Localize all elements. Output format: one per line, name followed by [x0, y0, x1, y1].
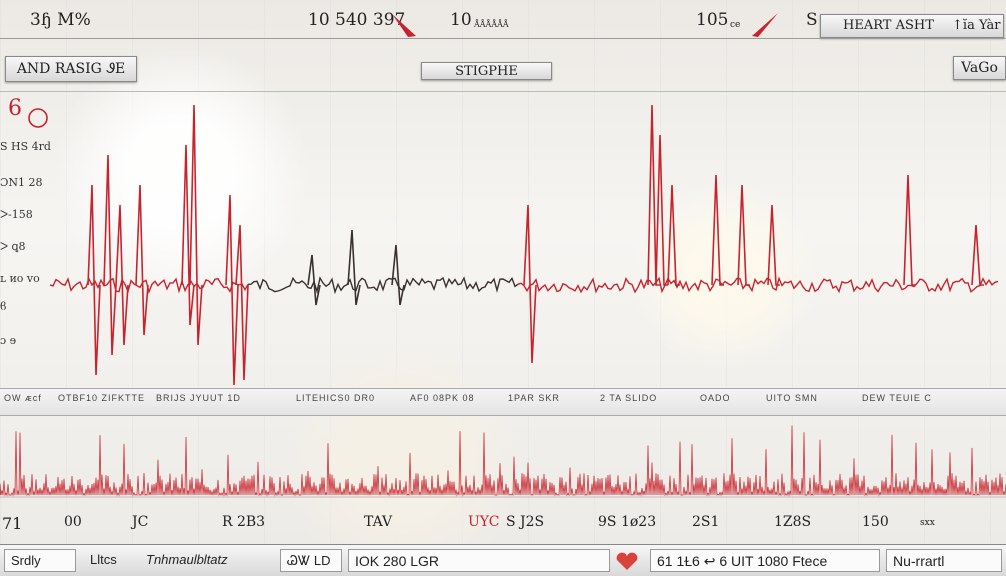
ecg-segment-dark [247, 276, 519, 295]
axis-label-6: ϐ [0, 300, 7, 313]
readout-8: 2S1 [692, 514, 720, 530]
readout-4: TAV [364, 514, 393, 530]
readout-10: 150 [862, 514, 889, 530]
header-pen-icons [392, 13, 778, 37]
readout-11: sxx [920, 518, 935, 528]
axis-label-1: S HS 4rd [0, 140, 51, 153]
toolbar-divider [0, 91, 1006, 92]
tick-label-5: 1PAR SKR [508, 393, 560, 403]
axis-label-3: ᐳ-158 [0, 208, 33, 221]
ecg-spike [307, 254, 321, 306]
ecg-spike [971, 224, 984, 286]
status-value-field[interactable]: IOK 280 LGR [348, 549, 610, 572]
header-reading-1: 10 540 397 [308, 10, 406, 30]
ecg-spike [655, 134, 668, 286]
ecg-spike [347, 229, 361, 306]
tick-label-2: BRIJS JYUUT 1D [156, 393, 241, 403]
heart-alert-title: HEART ASHT [843, 18, 934, 33]
vago-button[interactable]: VaGo [953, 56, 1006, 80]
stigphe-button[interactable]: STIGPHE [421, 62, 552, 80]
header-bar: 3ɧ M% 10 540 397 10 ÅÅÅÅÅÅ 105 ce S HEAR… [0, 0, 1006, 38]
ecg-spike [647, 104, 660, 286]
readout-6: S J2S [506, 514, 545, 530]
tick-label-6: 2 TA SLIDO [600, 393, 658, 403]
ecg-spike [103, 154, 117, 356]
ecg-segment-red-2 [517, 276, 999, 294]
readout-5: UYC [468, 514, 500, 530]
ecg-segment-red-1 [49, 277, 249, 295]
tick-label-0: OW ᴁcf [4, 393, 42, 403]
status-right-field[interactable]: Nu-rrartl [886, 549, 1002, 572]
header-reading-2-sub: ÅÅÅÅÅÅ [474, 20, 509, 29]
tick-label-3: LITEHICS0 DR0 [296, 393, 376, 403]
tick-label-9: DEW TEUIE C [862, 393, 932, 403]
ecg-spike [711, 174, 724, 286]
header-left-label: 3ɧ M% [30, 10, 91, 30]
ecg-spike [87, 184, 101, 376]
header-reading-3: 105 [696, 10, 729, 30]
status-mode: Tnhmaulbltatz [146, 552, 228, 567]
lower-ecg-path [0, 425, 1006, 497]
ecg-spike [181, 144, 195, 326]
axis-label-7: ɔ ɘ [0, 334, 17, 347]
tick-label-1: OTBF10 ZIFKTTE [58, 393, 146, 403]
heart-symbol-icon [28, 108, 48, 128]
header-reading-3-sub: ce [730, 20, 741, 30]
tick-label-8: UITO SMN [766, 393, 818, 403]
status-units: Lltcs [90, 552, 117, 567]
ecg-spike [135, 184, 149, 336]
ecg-spike [235, 224, 249, 381]
pen-icon-left [392, 14, 416, 37]
heart-alert-suffix: ↑ĭa Yàr [952, 18, 1001, 33]
readout-3: R 2B3 [222, 514, 266, 530]
main-ecg-trace [49, 104, 999, 386]
status-icon-label: ᏊᏔ LD [287, 553, 331, 568]
ecg-spike [523, 204, 537, 364]
readout-2: JC [132, 514, 149, 530]
ecg-spike [115, 204, 129, 346]
axis-label-4: ᐳ ꝗ8 [0, 240, 26, 253]
ecg-spike [903, 174, 916, 286]
header-divider [0, 38, 1006, 39]
readout-1: 00 [64, 514, 82, 530]
status-bar: Srdly Lltcs Tnhmaulbltatz ᏊᏔ LD IOK 280 … [0, 544, 1006, 576]
axis-label-0: 6 [8, 96, 22, 121]
heart-alert-panel[interactable]: HEART ASHT ↑ĭa Yàr [820, 14, 1004, 38]
axis-label-2: ƆN1 28 [0, 176, 43, 189]
heart-icon[interactable] [612, 549, 642, 573]
ecg-spike [225, 194, 239, 386]
status-left-field[interactable]: Srdly [4, 549, 76, 572]
readout-9: 1Z8S [774, 514, 812, 530]
status-readout-field[interactable]: 61 1Ɫ6 ↩ 6 UIT 1080 Ftece [650, 549, 880, 572]
ecg-spike [737, 184, 750, 286]
and-rasig-button[interactable]: AND RASIG ᏭE [5, 56, 137, 82]
ecg-spike [391, 244, 405, 306]
status-icon-field[interactable]: ᏊᏔ LD [280, 549, 342, 572]
pen-icon-right [752, 13, 778, 37]
tick-strip: OW ᴁcf OTBF10 ZIFKTTE BRIJS JYUUT 1D LIT… [0, 388, 1006, 416]
tick-label-7: OADO [700, 393, 731, 403]
header-reading-2: 10 [450, 10, 472, 30]
readout-0: 71 [2, 514, 23, 533]
readout-7: 9S 1ø23 [598, 514, 657, 530]
ecg-spike [667, 184, 680, 286]
ecg-spike [767, 204, 780, 286]
ecg-spike [189, 104, 203, 346]
lower-ecg-trace [0, 425, 1006, 497]
axis-label-5: ʟ ᴎo vo [0, 272, 40, 285]
tick-label-4: AF0 08PK 08 [410, 393, 475, 403]
header-right-prefix: S [806, 10, 818, 30]
